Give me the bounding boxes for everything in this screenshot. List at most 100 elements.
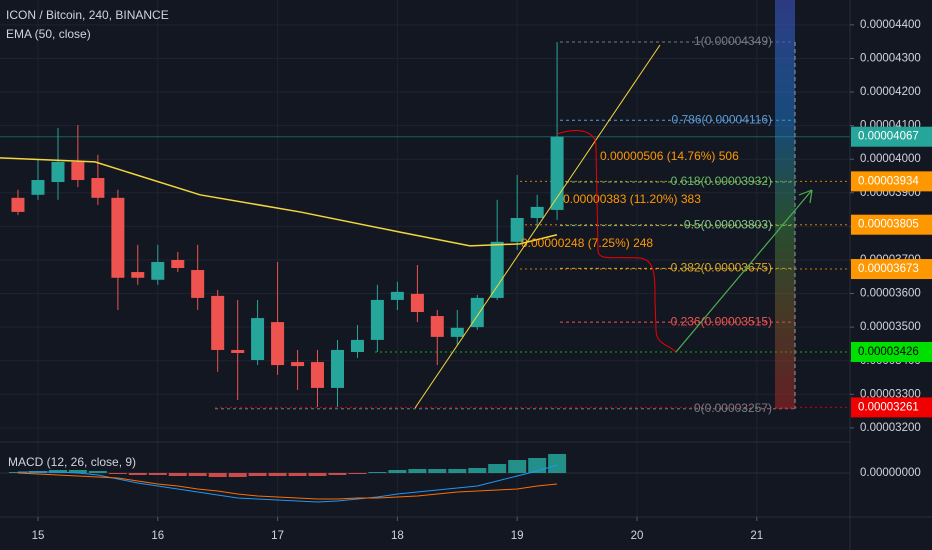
- candle-body: [251, 318, 265, 361]
- y-tick-label: 0.00003500: [860, 321, 921, 333]
- macd-legend: MACD (12, 26, close, 9): [8, 455, 136, 469]
- x-tick-label: 17: [271, 530, 284, 542]
- y-tick-label: 0.00003300: [860, 388, 921, 400]
- candle-body: [51, 161, 65, 183]
- marks: 1(0.00004349) 0.786(0.00004116) 0.618(0.00…: [0, 34, 772, 503]
- fib-label: 0.5(0.00003803): [684, 218, 772, 232]
- candle-body: [310, 362, 324, 388]
- macd-histogram-bar: [148, 473, 167, 475]
- candle-body: [11, 197, 25, 212]
- y-tick-label: 0.00003600: [860, 288, 921, 300]
- arrow-head: [798, 189, 813, 204]
- candle-body: [111, 197, 125, 278]
- annotation: 0.00000248 (7.25%) 248: [521, 236, 653, 250]
- candle-body: [530, 206, 544, 218]
- macd-histogram-bar: [208, 473, 227, 477]
- price-tag: [851, 171, 932, 192]
- candle-body: [510, 217, 524, 242]
- fib-label: 1(0.00004349): [694, 34, 772, 48]
- candle-body: [171, 259, 185, 269]
- macd-histogram-bar: [168, 473, 187, 476]
- price-tag: [851, 126, 932, 147]
- macd-histogram-bar: [128, 473, 147, 475]
- x-tick-label: 16: [151, 530, 164, 542]
- candle-body: [271, 322, 285, 366]
- chart-title: ICON / Bitcoin, 240, BINANCE: [6, 8, 169, 22]
- price-tag-label: 0.00003934: [858, 175, 919, 187]
- macd-histogram-bar: [488, 464, 507, 473]
- x-tick-label: 19: [511, 530, 524, 542]
- macd-histogram-bar: [308, 473, 327, 476]
- y-tick-label: 0.00003200: [860, 422, 921, 434]
- macd-histogram-bar: [428, 469, 447, 473]
- macd-histogram-bar: [328, 473, 347, 475]
- macd-histogram-bar: [408, 469, 427, 473]
- arrow: [675, 189, 813, 353]
- candle-body: [450, 327, 464, 337]
- candle-body: [370, 299, 384, 340]
- annotation: 0.00000383 (11.20%) 383: [563, 192, 701, 206]
- candle-body: [151, 261, 165, 280]
- macd-histogram-bar: [108, 473, 127, 474]
- price-tag: [851, 259, 932, 280]
- fib-label: 0.236(0.00003515): [671, 314, 772, 328]
- fib-label: 0(0.00003257): [694, 401, 772, 415]
- macd-histogram-bar: [188, 473, 207, 476]
- macd-histogram-bar: [548, 454, 567, 473]
- annotation: 0.00000506 (14.76%) 506: [600, 149, 739, 163]
- axis: 0.000032000.000033000.000034000.00003500…: [32, 19, 932, 542]
- grid: [0, 0, 850, 517]
- price-tag: [851, 341, 932, 362]
- candle-body: [430, 316, 444, 337]
- price-tag: [851, 214, 932, 235]
- macd-histogram-bar: [248, 473, 267, 476]
- price-tag-label: 0.00003426: [858, 346, 919, 358]
- macd-histogram-bar: [468, 468, 487, 473]
- candle-body: [91, 178, 105, 198]
- y-tick-label: 0.00004300: [860, 52, 921, 64]
- trend-line: [414, 44, 661, 409]
- price-tag-label: 0.00003673: [858, 263, 919, 275]
- candle-body: [211, 295, 225, 350]
- y-tick-label: 0.00004200: [860, 86, 921, 98]
- x-tick-label: 18: [391, 530, 404, 542]
- candle-body: [31, 180, 45, 195]
- macd-tick-label: 0.00000000: [860, 467, 921, 479]
- candle-body: [71, 161, 85, 181]
- candle-body: [390, 291, 404, 300]
- y-tick-label: 0.00004000: [860, 153, 921, 165]
- candle-body: [291, 362, 305, 367]
- candle-body: [550, 136, 564, 210]
- candle-body: [191, 270, 205, 298]
- macd-histogram-bar: [348, 473, 367, 474]
- signal-line: [17, 472, 558, 500]
- ema-line: [0, 157, 558, 247]
- macd-histogram-bar: [228, 473, 247, 477]
- macd-histogram-bar: [268, 473, 287, 476]
- candle-body: [231, 349, 245, 353]
- ema-legend: EMA (50, close): [6, 27, 91, 41]
- y-tick-label: 0.00004400: [860, 19, 921, 31]
- x-tick-label: 21: [750, 530, 763, 542]
- candle-body: [490, 241, 504, 298]
- price-tag-label: 0.00003261: [858, 401, 919, 413]
- price-tag-label: 0.00003805: [858, 219, 919, 231]
- candle-body: [410, 293, 424, 313]
- bars-pattern: [556, 130, 677, 353]
- macd-histogram-bar: [508, 460, 527, 473]
- price-tag-label: 0.00004067: [858, 131, 919, 143]
- macd-histogram-bar: [88, 471, 107, 473]
- candle-body: [350, 339, 364, 352]
- macd-histogram-bar: [448, 469, 467, 473]
- macd-histogram-bar: [288, 473, 307, 476]
- fib-label: 0.382(0.00003675): [671, 261, 772, 275]
- fib-box: [775, 0, 795, 409]
- candle-body: [131, 272, 145, 278]
- macd-histogram-bar: [368, 472, 387, 473]
- x-tick-label: 20: [631, 530, 644, 542]
- price-tag: [851, 397, 932, 418]
- macd-histogram-bar: [388, 470, 407, 473]
- fib-label: 0.786(0.00004116): [671, 112, 772, 126]
- x-tick-label: 15: [32, 530, 45, 542]
